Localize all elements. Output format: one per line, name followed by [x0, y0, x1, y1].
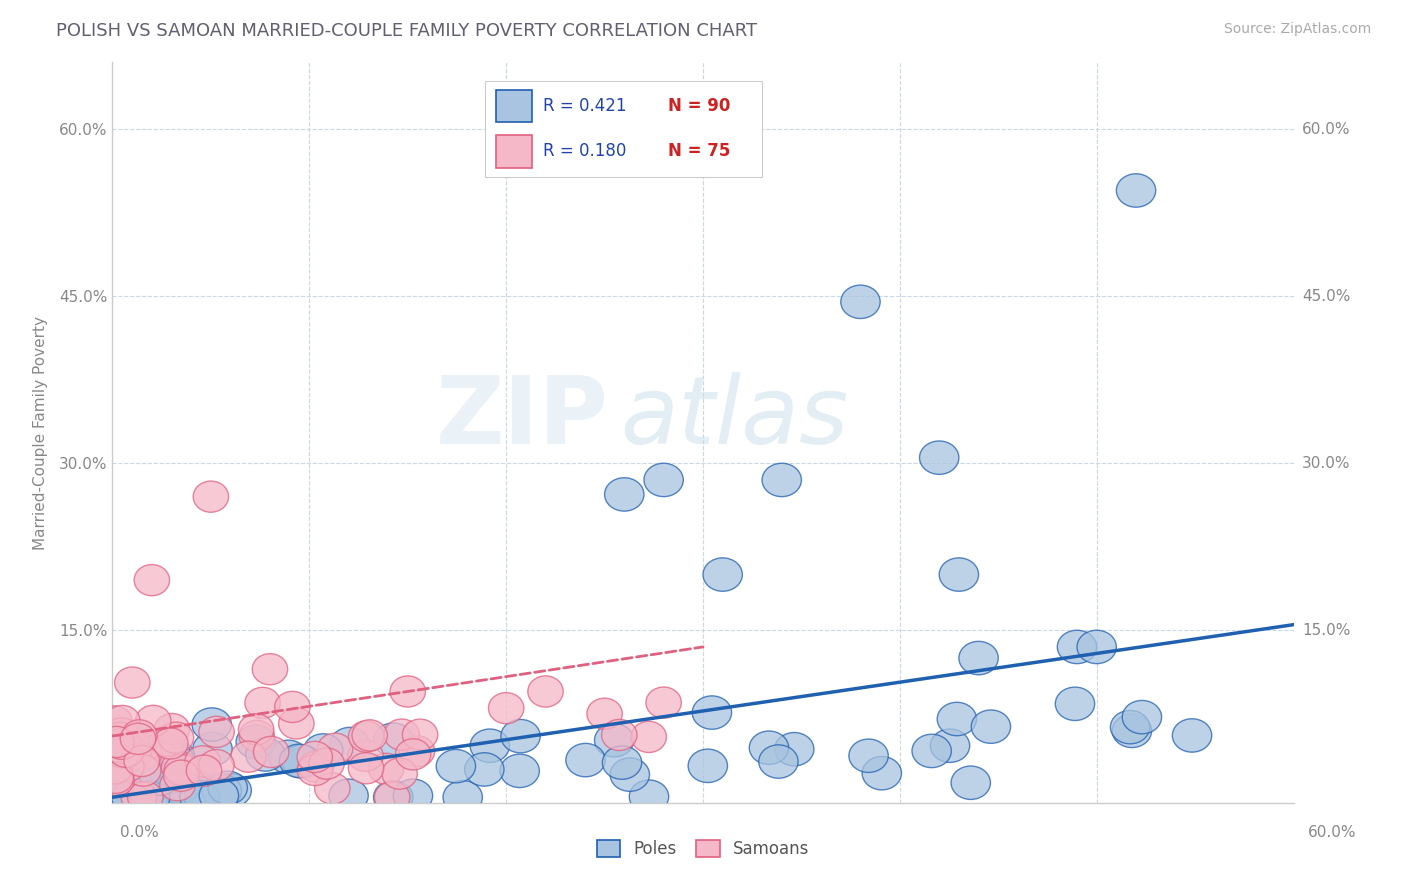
Text: atlas: atlas	[620, 372, 849, 463]
Text: POLISH VS SAMOAN MARRIED-COUPLE FAMILY POVERTY CORRELATION CHART: POLISH VS SAMOAN MARRIED-COUPLE FAMILY P…	[56, 22, 758, 40]
Text: 0.0%: 0.0%	[120, 825, 159, 840]
Text: ZIP: ZIP	[436, 372, 609, 464]
Legend: Poles, Samoans: Poles, Samoans	[591, 833, 815, 865]
Text: 60.0%: 60.0%	[1302, 121, 1350, 136]
Text: 30.0%: 30.0%	[1302, 456, 1350, 471]
Y-axis label: Married-Couple Family Poverty: Married-Couple Family Poverty	[32, 316, 48, 549]
Text: 45.0%: 45.0%	[1302, 289, 1350, 304]
Text: 60.0%: 60.0%	[1309, 825, 1357, 840]
Text: Source: ZipAtlas.com: Source: ZipAtlas.com	[1223, 22, 1371, 37]
Text: 15.0%: 15.0%	[1302, 623, 1350, 638]
